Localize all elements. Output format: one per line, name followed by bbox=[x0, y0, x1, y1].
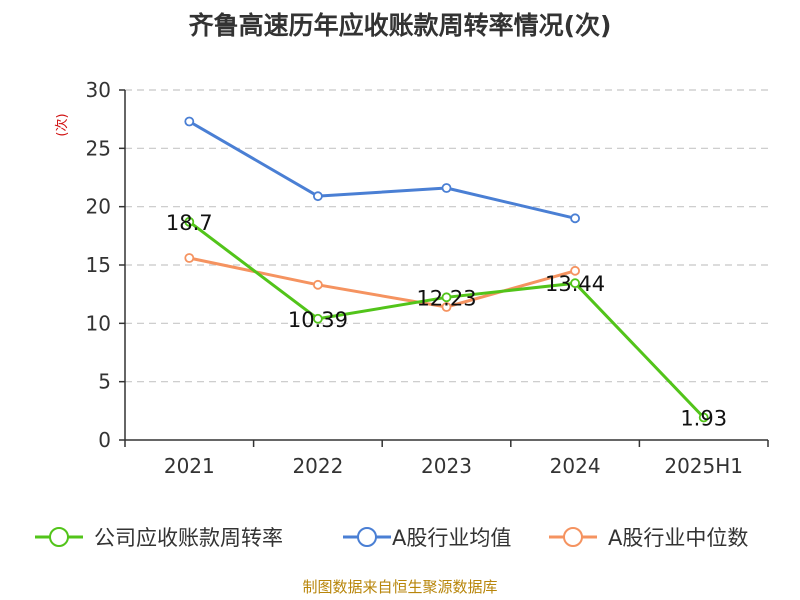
source-note: 制图数据来自恒生聚源数据库 bbox=[302, 578, 497, 596]
data-point bbox=[441, 292, 452, 303]
data-label: 12.23 bbox=[416, 286, 476, 310]
series-line bbox=[188, 220, 705, 419]
legend-swatch-marker bbox=[563, 527, 583, 547]
data-point bbox=[312, 279, 323, 290]
y-tick-label: 0 bbox=[98, 428, 111, 452]
data-point bbox=[184, 253, 195, 263]
legend-label: A股行业中位数 bbox=[608, 526, 748, 550]
series-line bbox=[188, 120, 576, 220]
legend: 公司应收账款周转率 A股行业均值 A股行业中位数 bbox=[35, 526, 748, 550]
data-point bbox=[312, 313, 323, 324]
axes: 0 5 10 15 20 25 30 2021 2022 2023 2024 2025H1 bbox=[86, 78, 769, 478]
x-tick-label: 2023 bbox=[421, 454, 472, 478]
series-1 bbox=[184, 116, 580, 224]
y-tick-label: 15 bbox=[86, 253, 111, 277]
data-label: 13.44 bbox=[545, 272, 605, 296]
x-tick-label: 2025H1 bbox=[664, 454, 743, 478]
legend-item: A股行业均值 bbox=[343, 526, 511, 550]
data-point bbox=[570, 213, 580, 224]
grid-lines bbox=[125, 89, 768, 383]
data-label: 1.93 bbox=[680, 406, 727, 430]
data-point bbox=[570, 278, 580, 289]
y-tick-label: 30 bbox=[86, 78, 111, 102]
y-tick-label: 10 bbox=[86, 311, 111, 335]
data-point bbox=[184, 216, 195, 227]
x-tick-label: 2022 bbox=[292, 454, 343, 478]
y-tick-label: 5 bbox=[98, 370, 111, 394]
chart-title: 齐鲁高速历年应收账款周转率情况(次) bbox=[189, 11, 612, 40]
legend-label: A股行业均值 bbox=[392, 526, 511, 550]
data-point bbox=[698, 412, 709, 423]
legend-swatch-marker bbox=[357, 527, 377, 547]
data-point bbox=[441, 183, 452, 193]
data-point bbox=[312, 191, 323, 202]
data-point bbox=[570, 265, 580, 276]
data-labels: 18.7 10.39 12.23 13.44 1.93 bbox=[166, 211, 727, 431]
y-tick-label: 25 bbox=[86, 136, 111, 160]
data-label: 18.7 bbox=[166, 211, 213, 235]
legend-item: A股行业中位数 bbox=[549, 526, 748, 550]
data-point bbox=[441, 302, 452, 312]
legend-label: 公司应收账款周转率 bbox=[94, 526, 283, 550]
legend-swatch-marker bbox=[49, 527, 69, 547]
y-axis-label: (次) bbox=[54, 113, 70, 136]
x-tick-label: 2021 bbox=[164, 454, 215, 478]
series-0 bbox=[184, 216, 709, 423]
y-tick-label: 20 bbox=[86, 195, 111, 219]
data-point bbox=[184, 116, 195, 127]
data-label: 10.39 bbox=[288, 308, 348, 332]
series-lines bbox=[184, 116, 709, 423]
x-tick-label: 2024 bbox=[550, 454, 601, 478]
legend-item: 公司应收账款周转率 bbox=[35, 526, 283, 550]
